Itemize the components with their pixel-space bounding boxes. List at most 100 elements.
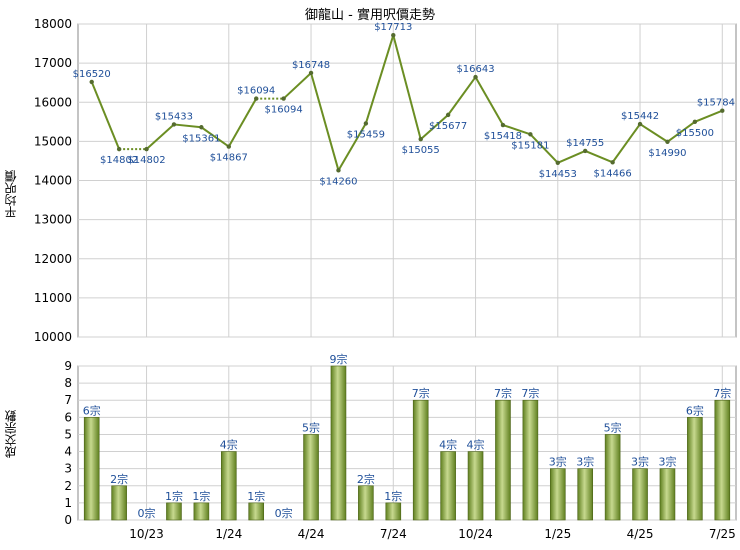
x-tick-label: 10/24 xyxy=(458,527,493,541)
volume-bar xyxy=(495,399,511,521)
price-point xyxy=(500,122,506,128)
volume-tick-label: 9 xyxy=(64,359,72,373)
price-point xyxy=(583,148,588,154)
volume-data-label: 4宗 xyxy=(439,438,457,452)
price-line-segment xyxy=(227,98,258,148)
price-point xyxy=(720,108,725,113)
volume-bar xyxy=(330,365,347,521)
price-data-label: $14260 xyxy=(319,176,357,187)
price-line-segment xyxy=(447,76,477,116)
price-data-label: $14802 xyxy=(127,155,165,166)
price-data-label: $16748 xyxy=(292,60,330,71)
price-point xyxy=(89,79,94,85)
volume-tick-label: 0 xyxy=(64,513,72,527)
price-point xyxy=(336,168,341,173)
price-point xyxy=(610,160,615,165)
volume-tick-label: 7 xyxy=(64,393,72,407)
volume-plot: 0 1 2 3 4 5 6 7 8 9 10/23 1/24 4/24 7/24 10/24 1/25 4/25… xyxy=(64,352,737,541)
price-data-label: $15055 xyxy=(402,145,440,156)
x-tick-label: 4/24 xyxy=(298,527,325,541)
price-line-segment xyxy=(173,123,202,129)
price-point xyxy=(281,96,286,101)
price-point xyxy=(637,121,643,127)
price-tick-label: 10000 xyxy=(34,330,72,344)
price-point xyxy=(445,112,451,118)
chart-title: 御龍山 - 實用呎價走勢 xyxy=(305,8,435,23)
volume-bar xyxy=(604,434,621,521)
price-line-segment xyxy=(666,121,696,143)
price-line-segment xyxy=(420,114,449,140)
volume-bar xyxy=(193,502,210,521)
volume-bar xyxy=(687,417,703,521)
volume-bar xyxy=(166,502,182,521)
price-data-label: $15677 xyxy=(429,121,467,132)
volume-data-label: 6宗 xyxy=(83,403,101,417)
volume-data-label: 2宗 xyxy=(110,472,128,486)
price-data-label: $14867 xyxy=(210,153,248,164)
price-data-label: $15418 xyxy=(484,131,522,142)
price-point xyxy=(418,137,423,142)
volume-bar xyxy=(577,468,594,521)
price-point xyxy=(473,74,478,80)
price-line-segment xyxy=(392,34,422,140)
volume-tick-label: 6 xyxy=(64,410,72,424)
price-data-label: $15433 xyxy=(155,111,193,122)
price-point xyxy=(391,33,396,38)
volume-data-label: 1宗 xyxy=(247,489,265,503)
price-point xyxy=(144,146,149,152)
price-line-segment xyxy=(474,76,504,126)
price-point xyxy=(528,132,533,137)
volume-bar xyxy=(522,399,539,521)
volume-bar xyxy=(83,417,100,521)
price-tick-label: 17000 xyxy=(34,56,72,70)
volume-tick-label: 1 xyxy=(64,496,72,510)
volume-data-label: 7宗 xyxy=(521,386,539,400)
volume-data-label: 3宗 xyxy=(549,455,567,469)
price-line-segment xyxy=(364,34,395,124)
price-point xyxy=(555,160,560,165)
price-point xyxy=(308,70,314,76)
volume-bar xyxy=(385,502,402,521)
volume-data-label: 5宗 xyxy=(604,420,622,434)
price-data-label: $16643 xyxy=(456,64,494,75)
price-data-label: $17713 xyxy=(374,22,412,33)
price-tick-label: 16000 xyxy=(34,95,72,109)
volume-data-label: 1宗 xyxy=(192,489,210,503)
volume-bar xyxy=(659,468,676,521)
price-line-segment xyxy=(337,122,367,171)
price-data-label: $16094 xyxy=(237,86,275,97)
price-point xyxy=(692,119,698,125)
volume-bar xyxy=(467,451,484,521)
x-tick-label: 10/23 xyxy=(129,527,164,541)
volume-data-label: 7宗 xyxy=(412,386,430,400)
price-data-label: $16094 xyxy=(265,105,303,116)
price-data-label: $15784 xyxy=(697,98,735,109)
price-line-segment xyxy=(90,81,121,150)
price-data-label: $14466 xyxy=(594,168,632,179)
price-point xyxy=(665,139,670,144)
price-line-segment xyxy=(502,124,531,136)
x-tick-label: 1/25 xyxy=(544,527,571,541)
price-data-label: $15500 xyxy=(676,128,714,139)
volume-data-label: 3宗 xyxy=(576,455,594,469)
price-line-segment xyxy=(310,72,340,171)
volume-bar xyxy=(111,485,127,521)
volume-data-label: 7宗 xyxy=(713,386,731,400)
volume-bar xyxy=(549,468,566,521)
volume-data-label: 0宗 xyxy=(138,506,156,520)
price-line-segment xyxy=(584,150,614,164)
volume-data-label: 0宗 xyxy=(275,506,293,520)
volume-data-label: 4宗 xyxy=(467,438,485,452)
x-tick-label: 1/24 xyxy=(215,527,242,541)
volume-bar xyxy=(220,451,237,521)
price-tick-label: 12000 xyxy=(34,252,72,266)
volume-tick-label: 4 xyxy=(64,445,72,459)
price-point xyxy=(116,146,122,152)
volume-bar xyxy=(412,399,429,521)
price-data-label: $14802 xyxy=(100,155,138,166)
price-data-label: $15442 xyxy=(621,111,659,122)
volume-tick-label: 2 xyxy=(64,479,72,493)
volume-data-label: 2宗 xyxy=(357,472,375,486)
price-line-segment xyxy=(611,123,641,163)
volume-bar xyxy=(714,399,731,521)
